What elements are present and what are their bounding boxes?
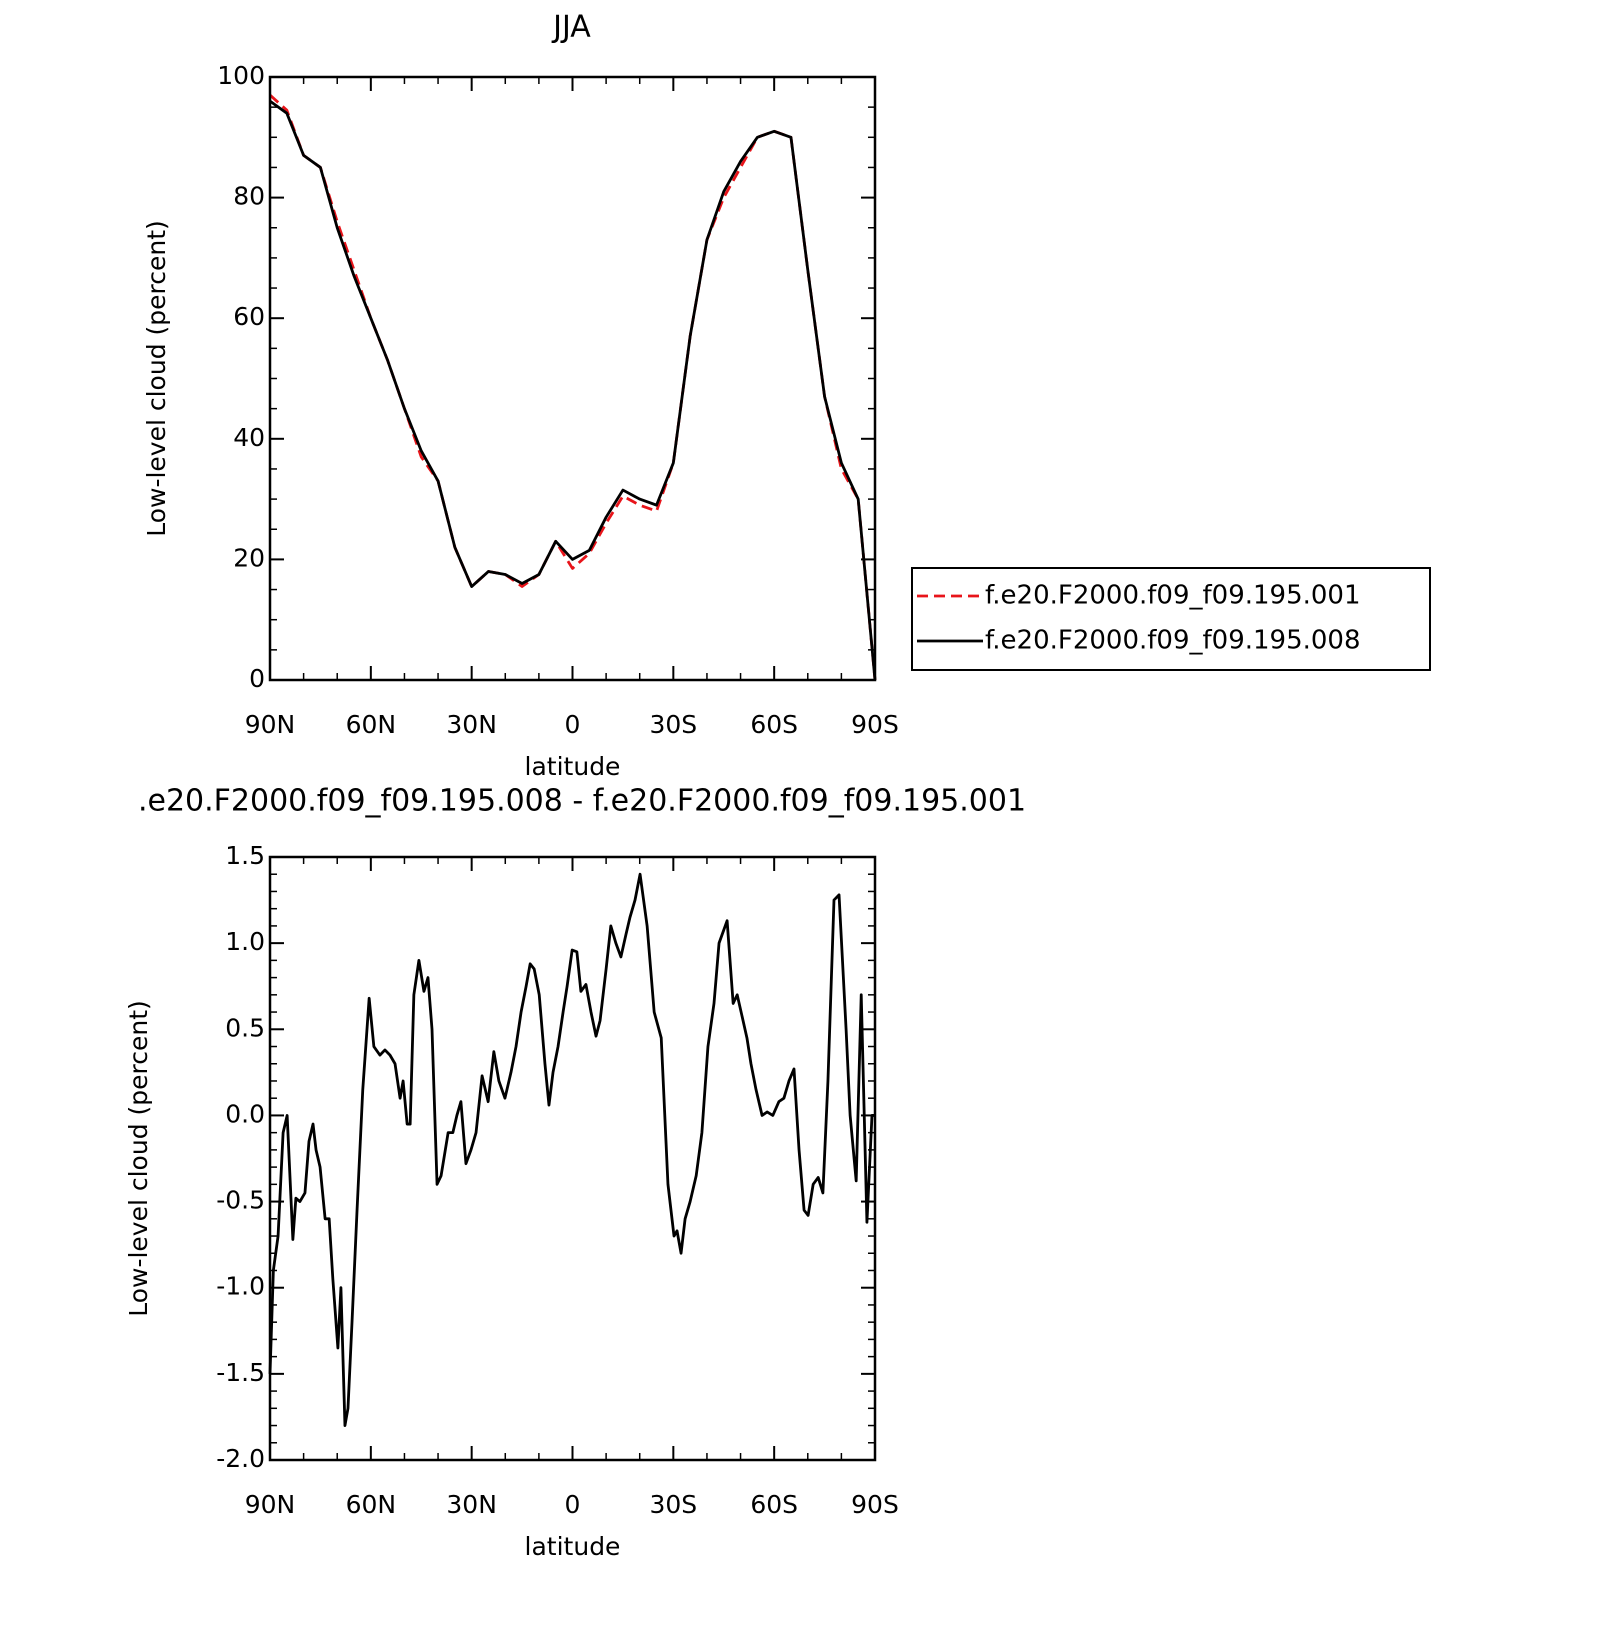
y-axis-label: Low-level cloud (percent): [142, 220, 171, 537]
x-tick-label: 60N: [346, 710, 397, 739]
x-tick-label: 90S: [851, 1490, 899, 1519]
y-tick-label: 1.0: [225, 927, 265, 956]
x-tick-label: 0: [565, 1490, 581, 1519]
x-tick-label: 0: [565, 710, 581, 739]
legend-box: [911, 567, 1431, 671]
y-tick-label: 60: [233, 302, 265, 331]
y-tick-label: 1.5: [225, 841, 265, 870]
x-tick-label: 90S: [851, 710, 899, 739]
x-tick-label: 30S: [649, 1490, 697, 1519]
x-tick-label: 30N: [446, 710, 497, 739]
chart-title: JJA: [551, 10, 591, 45]
data-line: [269, 94, 877, 681]
x-tick-label: 60S: [750, 1490, 798, 1519]
x-tick-label: 90N: [245, 1490, 296, 1519]
data-line: [269, 99, 877, 681]
data-line: [268, 872, 875, 1427]
y-tick-label: -1.0: [216, 1272, 265, 1301]
y-tick-label: 40: [233, 423, 265, 452]
chart-title: .e20.F2000.f09_f09.195.008 - f.e20.F2000…: [138, 784, 1026, 819]
legend-label: f.e20.F2000.f09_f09.195.001: [985, 581, 1361, 611]
y-axis-label: Low-level cloud (percent): [124, 1000, 153, 1317]
x-tick-label: 30S: [649, 710, 697, 739]
plot-frame: [268, 75, 877, 682]
x-axis-label: latitude: [525, 1532, 621, 1561]
y-tick-label: 0: [249, 664, 265, 693]
x-tick-label: 90N: [245, 710, 296, 739]
y-tick-label: 80: [233, 182, 265, 211]
y-tick-label: -0.5: [216, 1186, 265, 1215]
y-tick-label: 20: [233, 543, 265, 572]
y-tick-label: -1.5: [216, 1358, 265, 1387]
x-tick-label: 60N: [346, 1490, 397, 1519]
legend-label: f.e20.F2000.f09_f09.195.008: [985, 626, 1361, 656]
x-tick-label: 30N: [446, 1490, 497, 1519]
x-tick-label: 60S: [750, 710, 798, 739]
y-tick-label: 0.0: [225, 1099, 265, 1128]
y-tick-label: -2.0: [216, 1444, 265, 1473]
x-axis-label: latitude: [525, 752, 621, 781]
y-tick-label: 0.5: [225, 1013, 265, 1042]
y-tick-label: 100: [217, 61, 265, 90]
